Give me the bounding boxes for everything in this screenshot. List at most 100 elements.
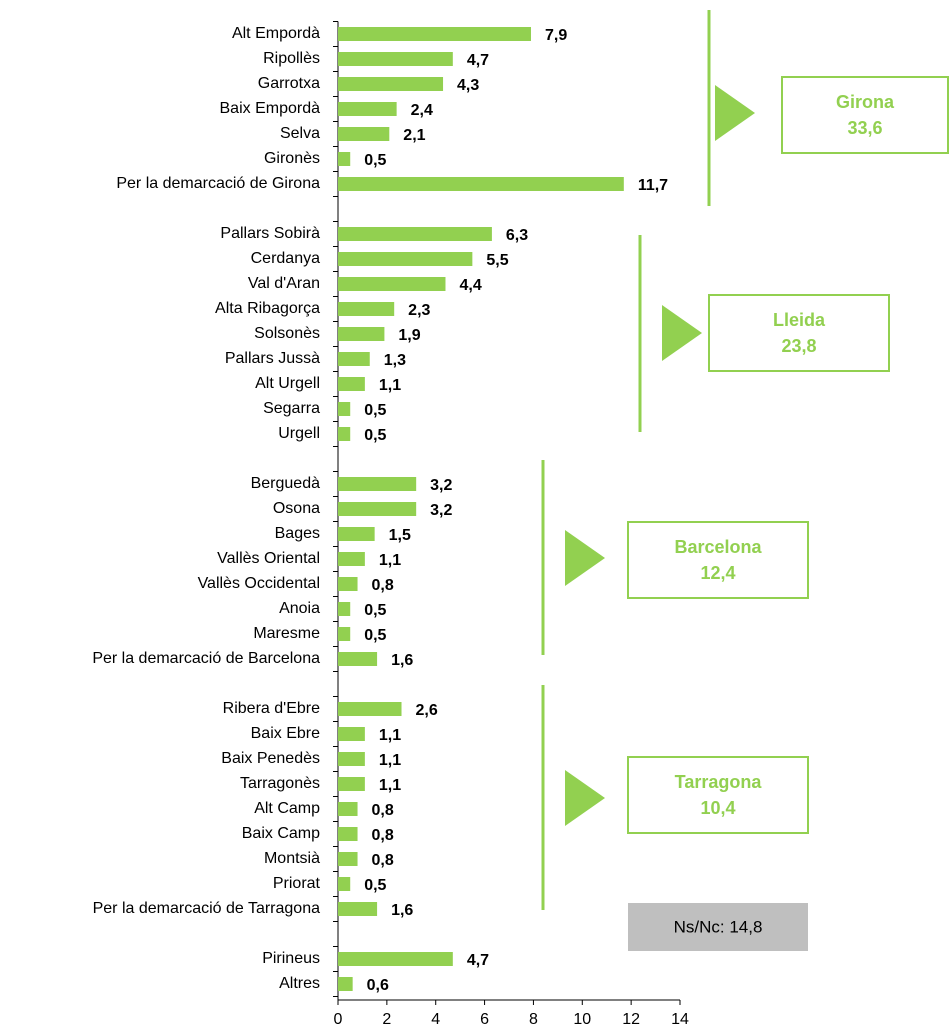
bar: [338, 77, 444, 91]
group-box: [708, 294, 890, 372]
value-label: 5,5: [486, 252, 508, 269]
category-label: Ripollès: [263, 50, 320, 67]
value-label: 0,8: [372, 827, 394, 844]
value-label: 0,5: [364, 152, 386, 169]
bar: [338, 527, 375, 541]
value-label: 0,5: [364, 402, 386, 419]
category-label: Baix Empordà: [220, 100, 321, 117]
bar: [338, 902, 378, 916]
bar: [338, 977, 353, 991]
category-label: Vallès Oriental: [217, 550, 320, 567]
bar: [338, 477, 417, 491]
group-arrow: [715, 85, 755, 141]
x-tick-label: 4: [431, 1011, 440, 1028]
x-tick-label: 6: [480, 1011, 489, 1028]
bar: [338, 277, 446, 291]
category-label: Baix Ebre: [251, 725, 320, 742]
category-label: Cerdanya: [251, 250, 320, 267]
category-label: Vallès Occidental: [198, 575, 320, 592]
x-tick-label: 0: [334, 1011, 343, 1028]
value-label: 0,6: [367, 977, 389, 994]
value-label: 1,5: [389, 527, 411, 544]
value-label: 7,9: [545, 27, 567, 44]
bar: [338, 627, 351, 641]
value-label: 4,7: [467, 52, 489, 69]
bar: [338, 252, 473, 266]
value-label: 0,8: [372, 802, 394, 819]
group-arrow: [565, 770, 605, 826]
bar: [338, 352, 370, 366]
value-label: 1,1: [379, 777, 401, 794]
category-label: Urgell: [278, 425, 320, 442]
bar: [338, 27, 531, 41]
bar: [338, 802, 358, 816]
value-label: 3,2: [430, 502, 452, 519]
category-label: Priorat: [273, 875, 321, 892]
category-label: Alt Urgell: [255, 375, 320, 392]
bar: [338, 702, 402, 716]
category-label: Anoia: [279, 600, 320, 617]
category-label: Pirineus: [262, 950, 320, 967]
group-name: Tarragona: [675, 772, 763, 792]
bar: [338, 602, 351, 616]
bar: [338, 502, 417, 516]
bar: [338, 652, 378, 666]
group-box: [627, 521, 809, 599]
group-name: Barcelona: [674, 537, 762, 557]
category-label: Alt Empordà: [232, 25, 320, 42]
value-label: 4,4: [459, 277, 481, 294]
category-label: Montsià: [264, 850, 320, 867]
value-label: 4,3: [457, 77, 479, 94]
category-label: Maresme: [253, 625, 320, 642]
bar: [338, 952, 453, 966]
bar: [338, 377, 365, 391]
category-label: Pallars Sobirà: [220, 225, 320, 242]
category-label: Tarragonès: [240, 775, 320, 792]
value-label: 6,3: [506, 227, 528, 244]
group-total: 10,4: [700, 798, 735, 818]
x-tick-label: 10: [573, 1011, 591, 1028]
category-label: Per la demarcació de Barcelona: [92, 650, 320, 667]
group-name: Lleida: [773, 310, 826, 330]
value-label: 0,5: [364, 602, 386, 619]
bar: [338, 102, 397, 116]
value-label: 1,6: [391, 902, 413, 919]
group-total: 12,4: [700, 563, 735, 583]
category-label: Segarra: [263, 400, 320, 417]
category-label: Baix Camp: [242, 825, 320, 842]
value-label: 1,1: [379, 727, 401, 744]
value-label: 2,3: [408, 302, 430, 319]
category-label: Berguedà: [251, 475, 320, 492]
bar: [338, 877, 351, 891]
bar: [338, 302, 395, 316]
value-label: 11,7: [638, 177, 668, 194]
bar: [338, 552, 365, 566]
group-arrow: [662, 305, 702, 361]
bar: [338, 852, 358, 866]
group-box: [627, 756, 809, 834]
value-label: 0,8: [372, 852, 394, 869]
value-label: 2,1: [403, 127, 425, 144]
category-label: Baix Penedès: [221, 750, 320, 767]
bar: [338, 427, 351, 441]
category-label: Per la demarcació de Tarragona: [93, 900, 320, 917]
bar: [338, 127, 390, 141]
value-label: 0,5: [364, 627, 386, 644]
bar: [338, 227, 492, 241]
x-tick-label: 14: [671, 1011, 689, 1028]
bar: [338, 402, 351, 416]
group-arrow: [565, 530, 605, 586]
group-total: 23,8: [781, 336, 816, 356]
value-label: 0,5: [364, 427, 386, 444]
category-label: Solsonès: [254, 325, 320, 342]
group-total: 33,6: [847, 118, 882, 138]
category-label: Alt Camp: [254, 800, 320, 817]
category-label: Selva: [280, 125, 320, 142]
category-label: Ribera d'Ebre: [223, 700, 320, 717]
value-label: 1,1: [379, 552, 401, 569]
bar: [338, 752, 365, 766]
category-label: Osona: [273, 500, 320, 517]
value-label: 0,8: [372, 577, 394, 594]
note-box: [628, 903, 808, 951]
